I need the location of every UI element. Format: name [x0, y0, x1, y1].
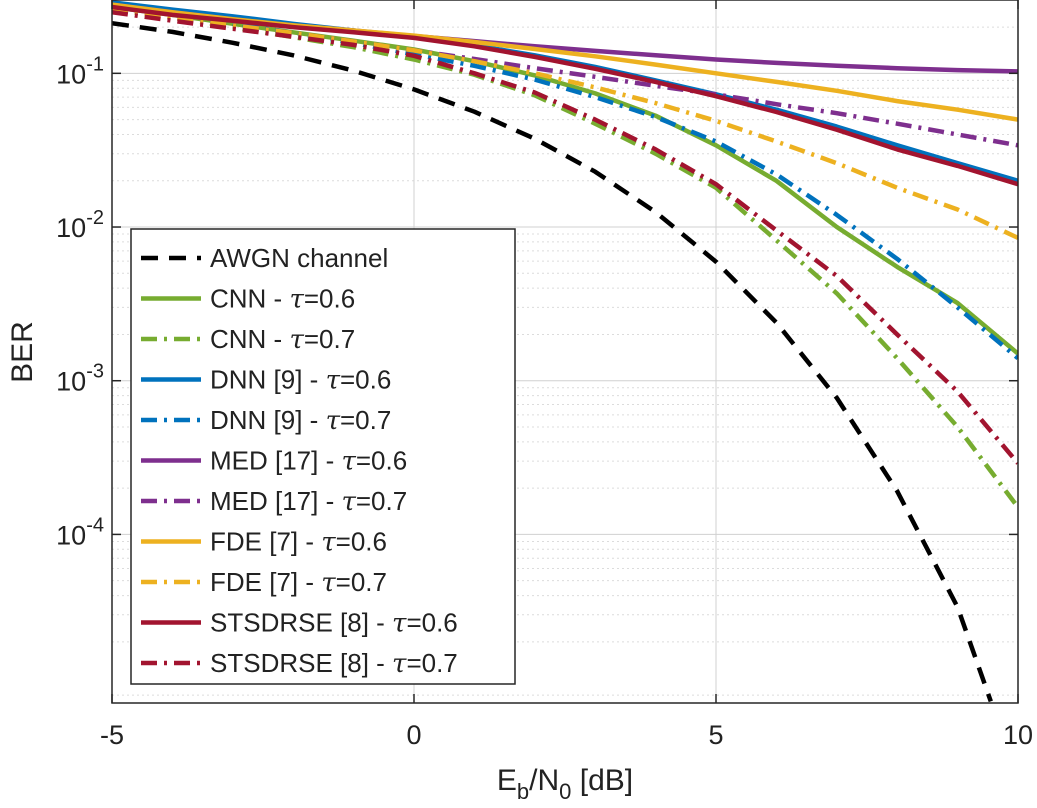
legend-label: FDE [7] - τ=0.6: [210, 527, 387, 558]
legend: AWGN channel CNN - τ=0.6 CNN - τ=0.7 DNN [9…: [130, 228, 516, 685]
series-line-2: [112, 7, 1018, 509]
series-line-6: [112, 7, 1018, 148]
legend-label: CNN - τ=0.7: [210, 324, 355, 355]
legend-label: DNN [9] - τ=0.6: [210, 365, 391, 396]
legend-box: [130, 228, 516, 685]
series-line-1: [112, 4, 1018, 356]
series-line-0: [112, 20, 993, 703]
y-tick-label: 10-4: [56, 514, 104, 550]
series-line-10: [112, 9, 1018, 465]
legend-label: CNN - τ=0.6: [210, 284, 355, 315]
legend-label: STSDRSE [8] - τ=0.6: [210, 608, 458, 639]
x-axis-title: Eb/N0 [dB]: [497, 764, 633, 804]
y-tick-label: 10-2: [56, 207, 104, 243]
legend-label: AWGN channel: [210, 243, 388, 273]
y-axis-title: BER: [6, 321, 39, 383]
axis-labels: 10-1 10-2 10-3 10-4 -5 0 5 10: [56, 53, 1033, 750]
ticks: [111, 0, 1019, 703]
x-tick-label: 5: [708, 720, 723, 750]
legend-label: DNN [9] - τ=0.7: [210, 405, 391, 436]
legend-label: FDE [7] - τ=0.7: [210, 567, 387, 598]
legend-label: MED [17] - τ=0.7: [210, 486, 407, 517]
x-tick-label: 10: [1003, 720, 1033, 750]
y-tick-label: 10-3: [56, 361, 104, 397]
series-line-9: [112, 4, 1018, 187]
legend-label: STSDRSE [8] - τ=0.7: [210, 648, 458, 679]
series-layer: [112, 0, 1018, 703]
plot-frame: [111, 0, 1019, 704]
legend-label: MED [17] - τ=0.6: [210, 446, 407, 477]
series-line-4: [112, 4, 1018, 361]
y-tick-label: 10-1: [56, 53, 104, 89]
x-tick-label: -5: [100, 720, 124, 750]
x-tick-label: 0: [406, 720, 421, 750]
